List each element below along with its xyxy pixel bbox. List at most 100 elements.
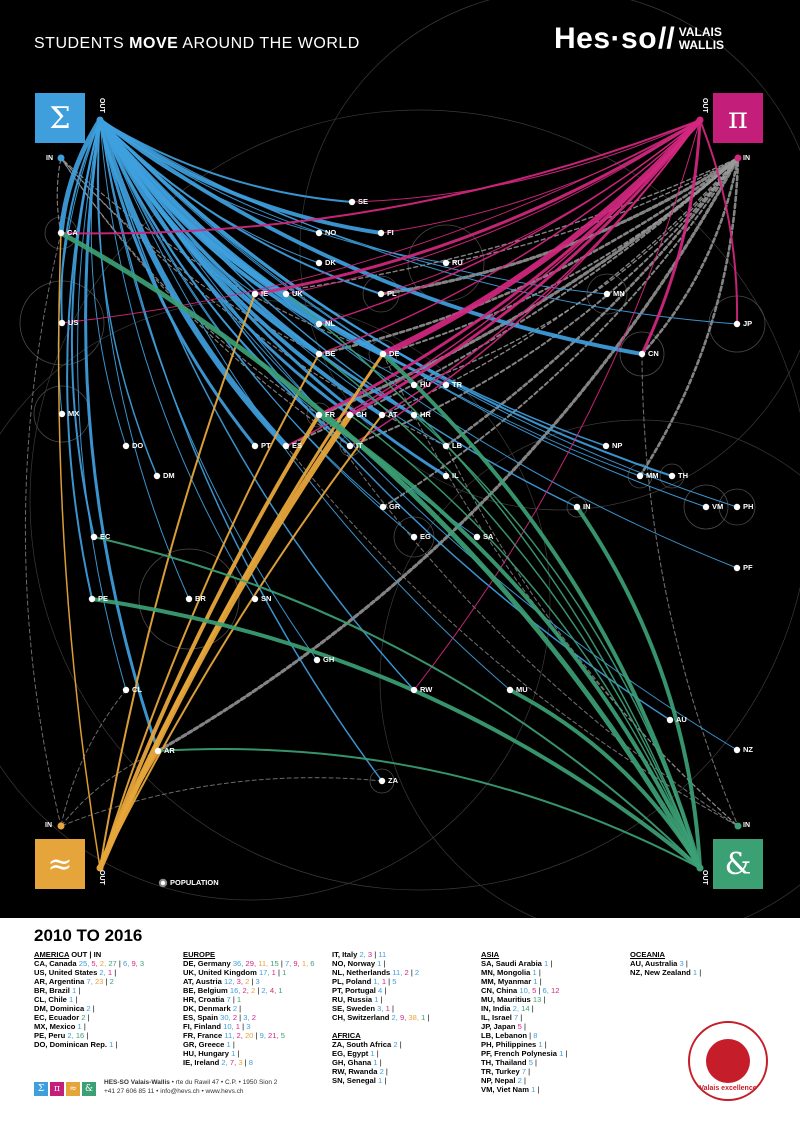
country-entry: GR, Greece 1 | bbox=[183, 1040, 235, 1049]
country-dot bbox=[442, 442, 450, 450]
country-dot bbox=[506, 686, 514, 694]
amp-flow-line bbox=[413, 414, 701, 869]
country-dot bbox=[251, 442, 259, 450]
sigma-flow-line bbox=[77, 119, 127, 691]
country-dot bbox=[377, 229, 385, 237]
country-entry: BR, Brazil 1 | bbox=[34, 986, 81, 995]
country-label: PT bbox=[261, 441, 271, 450]
logo-region: VALAIS WALLIS bbox=[678, 25, 725, 52]
country-entry: US, United States 2, 1 | bbox=[34, 968, 117, 977]
logo-wordmark: Hes·so bbox=[554, 22, 658, 55]
legend-column: OCEANIA AU, Australia 3 | NZ, New Zealand … bbox=[630, 950, 701, 977]
country-label: MX bbox=[68, 409, 80, 418]
country-label: DK bbox=[325, 258, 336, 267]
country-entry: TR, Turkey 7 | bbox=[481, 1067, 531, 1076]
mountain-icon bbox=[706, 1039, 750, 1083]
sigma-flow-line bbox=[99, 119, 641, 477]
amp-corner: & bbox=[713, 839, 763, 889]
country-dot bbox=[733, 503, 741, 511]
country-label: AU bbox=[676, 715, 687, 724]
amp-flow-line bbox=[318, 353, 701, 869]
country-label: NP bbox=[612, 441, 623, 450]
country-entry: RU, Russia 1 | bbox=[332, 995, 383, 1004]
country-entry: GH, Ghana 1 | bbox=[332, 1058, 382, 1067]
country-label: FR bbox=[325, 410, 335, 419]
approx-corner: ≈ bbox=[35, 839, 85, 889]
sigma-flow-line bbox=[98, 118, 644, 356]
country-entry: PT, Portugal 4 | bbox=[332, 986, 387, 995]
country-dot bbox=[573, 503, 581, 511]
valais-excellence-badge: Valais excellence bbox=[688, 1021, 768, 1101]
country-label: IT bbox=[356, 441, 363, 450]
amp-flow-line bbox=[157, 748, 701, 869]
approx-icon: ≈ bbox=[47, 846, 73, 882]
amp-flow-line bbox=[381, 352, 702, 870]
sigma-flow-line bbox=[58, 117, 103, 236]
sigma-flow-line bbox=[99, 119, 738, 508]
sigma-corner: Σ bbox=[35, 93, 85, 143]
incoming-flow-line bbox=[413, 157, 739, 386]
pi-in-tag: IN bbox=[743, 155, 750, 162]
country-label: HU bbox=[420, 380, 431, 389]
country-label: AT bbox=[388, 410, 398, 419]
pi-flow-line bbox=[61, 119, 701, 324]
page-title: STUDENTS MOVE AROUND THE WORLD bbox=[34, 35, 360, 52]
country-dot bbox=[733, 564, 741, 572]
country-dot bbox=[122, 442, 130, 450]
country-label: PE bbox=[98, 594, 109, 603]
amp-out-tag: OUT bbox=[701, 870, 708, 885]
country-entry: NL, Netherlands 11, 2 | 2 bbox=[332, 968, 420, 977]
country-label: CL bbox=[132, 685, 142, 694]
country-label: CH bbox=[356, 410, 367, 419]
country-entry: MX, Mexico 1 | bbox=[34, 1022, 86, 1031]
country-entry: DE, Germany 36, 29, 11, 15 | 7, 9, 1, 6 bbox=[183, 959, 315, 968]
country-dot bbox=[410, 686, 418, 694]
country-entry: MN, Mongolia 1 | bbox=[481, 968, 541, 977]
country-dot bbox=[185, 595, 193, 603]
country-dot bbox=[377, 290, 385, 298]
pi-icon: π bbox=[728, 100, 748, 136]
country-label: EC bbox=[100, 532, 111, 541]
country-dot bbox=[442, 381, 450, 389]
approx-flow-line bbox=[99, 414, 383, 869]
population-ring bbox=[368, 339, 398, 369]
country-dot bbox=[733, 320, 741, 328]
sigma-flow-line bbox=[60, 119, 101, 324]
country-label: GH bbox=[323, 655, 335, 664]
country-dot bbox=[733, 746, 741, 754]
incoming-flow-line bbox=[285, 445, 739, 827]
country-dot bbox=[58, 319, 66, 327]
pi-flow-line bbox=[380, 119, 701, 295]
population-key: POPULATION bbox=[170, 879, 219, 887]
country-dot bbox=[282, 290, 290, 298]
sigma-out-tag: OUT bbox=[98, 98, 105, 113]
approx-flow-line bbox=[99, 293, 256, 869]
sigma-flow-line bbox=[96, 119, 158, 477]
pi-flow-line bbox=[253, 118, 702, 296]
country-label: ES bbox=[292, 441, 303, 450]
sigma-in-tag: IN bbox=[46, 155, 53, 162]
country-label: BR bbox=[195, 594, 206, 603]
country-dot bbox=[57, 229, 65, 237]
country-entry: NO, Norway 1 | bbox=[332, 959, 386, 968]
amp-flow-line bbox=[575, 505, 702, 870]
country-entry: IT, Italy 2, 3 | 11 bbox=[332, 950, 387, 959]
country-dot bbox=[473, 533, 481, 541]
region-heading: EUROPE bbox=[183, 950, 216, 959]
legend-column: AMERICA OUT | IN CA, Canada 25, 5, 2, 27 … bbox=[34, 950, 144, 1049]
population-ring bbox=[683, 484, 729, 530]
country-entry: HR, Croatia 7 | 1 bbox=[183, 995, 242, 1004]
legend-column: IT, Italy 2, 3 | 11 NO, Norway 1 | NL, Net… bbox=[332, 950, 429, 1085]
country-label: BE bbox=[325, 349, 336, 358]
country-entry: RW, Rwanda 2 | bbox=[332, 1067, 388, 1076]
country-entry: PL, Poland 1, 1 | 5 bbox=[332, 977, 397, 986]
country-entry: IE, Ireland 2, 7, 3 | 8 bbox=[183, 1058, 253, 1067]
country-label: DO bbox=[132, 441, 144, 450]
country-entry: CA, Canada 25, 5, 2, 27 | 6, 9, 3 bbox=[34, 959, 145, 968]
sigma-flow-line bbox=[99, 119, 415, 538]
approx-out-tag: OUT bbox=[98, 870, 105, 885]
country-entry: ES, Spain 30, 2 | 3, 2 bbox=[183, 1013, 256, 1022]
country-entry: CN, China 10, 5 | 6, 12 bbox=[481, 986, 560, 995]
footer-contact: HES-SO Valais-Wallis • rte du Rawil 47 •… bbox=[104, 1079, 278, 1095]
